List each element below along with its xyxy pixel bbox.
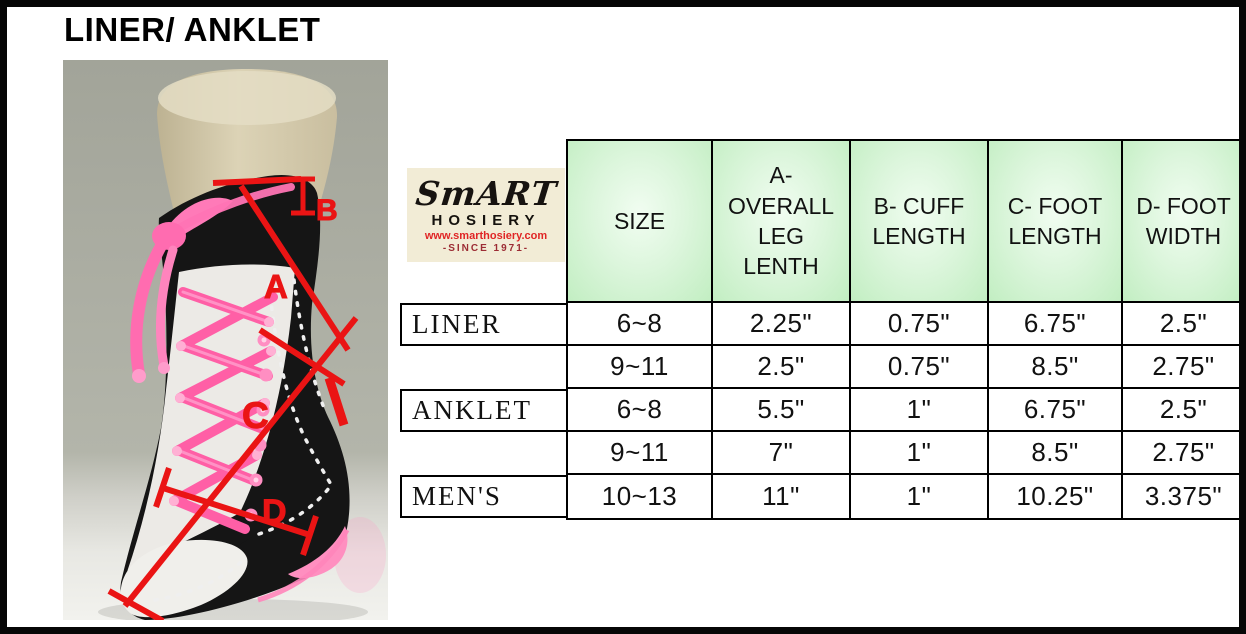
- measurement-label-a: A: [264, 268, 288, 305]
- table-cell: 6.75": [989, 303, 1123, 346]
- table-cell: 8.5": [989, 346, 1123, 389]
- c-measure-line: [122, 316, 359, 608]
- table-cell: 3.375": [1123, 475, 1244, 518]
- table-cell: 6~8: [568, 303, 713, 346]
- sock-laces: [130, 183, 295, 534]
- page-title: LINER/ ANKLET: [64, 11, 321, 48]
- brand-logo: SmART HOSIERY www.smarthosiery.com -SINC…: [407, 168, 565, 262]
- table-cell: 1": [851, 389, 989, 432]
- table-cell: 2.5": [713, 346, 851, 389]
- header-cell-foot-length: C- FOOT LENGTH: [989, 141, 1123, 303]
- size-chart-table: SIZE A- OVERALL LEG LENTH B- CUFF LENGTH…: [566, 139, 1246, 520]
- b-bracket: [291, 176, 315, 216]
- stitch-dashes: [153, 278, 335, 602]
- measurement-label-c: C: [242, 395, 269, 436]
- sock-photo-illustration: A B C D: [63, 60, 388, 620]
- table-cell: 0.75": [851, 346, 989, 389]
- table-cell: 9~11: [568, 432, 713, 475]
- table-cell: 0.75": [851, 303, 989, 346]
- logo-website: www.smarthosiery.com: [424, 229, 548, 242]
- measurement-annotations: [107, 176, 359, 620]
- toe-end-tick: [107, 588, 165, 620]
- table-cell: 6.75": [989, 389, 1123, 432]
- table-cell: 2.5": [1123, 303, 1244, 346]
- row-label-liner: LINER: [400, 303, 568, 346]
- d-right-cap: [300, 515, 319, 556]
- header-cell-cuff-length: B- CUFF LENGTH: [851, 141, 989, 303]
- table-cell: 5.5": [713, 389, 851, 432]
- table-cell: 2.75": [1123, 346, 1244, 389]
- table-cell: 10.25": [989, 475, 1123, 518]
- table-cell: 8.5": [989, 432, 1123, 475]
- sock: [120, 174, 350, 620]
- row-label-anklet: ANKLET: [400, 389, 568, 432]
- heel-edge-mark: [324, 376, 349, 427]
- table-cell: 11": [713, 475, 851, 518]
- header-cell-foot-width: D- FOOT WIDTH: [1123, 141, 1244, 303]
- table-cell: 2.25": [713, 303, 851, 346]
- table-cell: 2.5": [1123, 389, 1244, 432]
- measurement-label-d: D: [262, 493, 287, 531]
- logo-brand-name: SmART: [413, 173, 559, 213]
- cuff-top-line: [212, 176, 302, 186]
- d-measure-line: [162, 485, 311, 538]
- table-cell: 1": [851, 475, 989, 518]
- logo-brand-word: HOSIERY: [431, 211, 541, 229]
- a-measure-line: [238, 184, 351, 352]
- table-cell: 10~13: [568, 475, 713, 518]
- table-cell: 6~8: [568, 389, 713, 432]
- header-cell-size: SIZE: [568, 141, 713, 303]
- measurement-label-b: B: [316, 194, 338, 227]
- row-label-mens: MEN'S: [400, 475, 568, 518]
- table-cell: 7": [713, 432, 851, 475]
- product-photo: A B C D: [63, 60, 388, 620]
- table-cell: 1": [851, 432, 989, 475]
- table-cell: 9~11: [568, 346, 713, 389]
- heel-cross-tick: [258, 327, 346, 387]
- d-left-cap: [153, 467, 172, 508]
- table-cell: 2.75": [1123, 432, 1244, 475]
- header-cell-overall-leg-length: A- OVERALL LEG LENTH: [713, 141, 851, 303]
- logo-since: -SINCE 1971-: [442, 242, 530, 254]
